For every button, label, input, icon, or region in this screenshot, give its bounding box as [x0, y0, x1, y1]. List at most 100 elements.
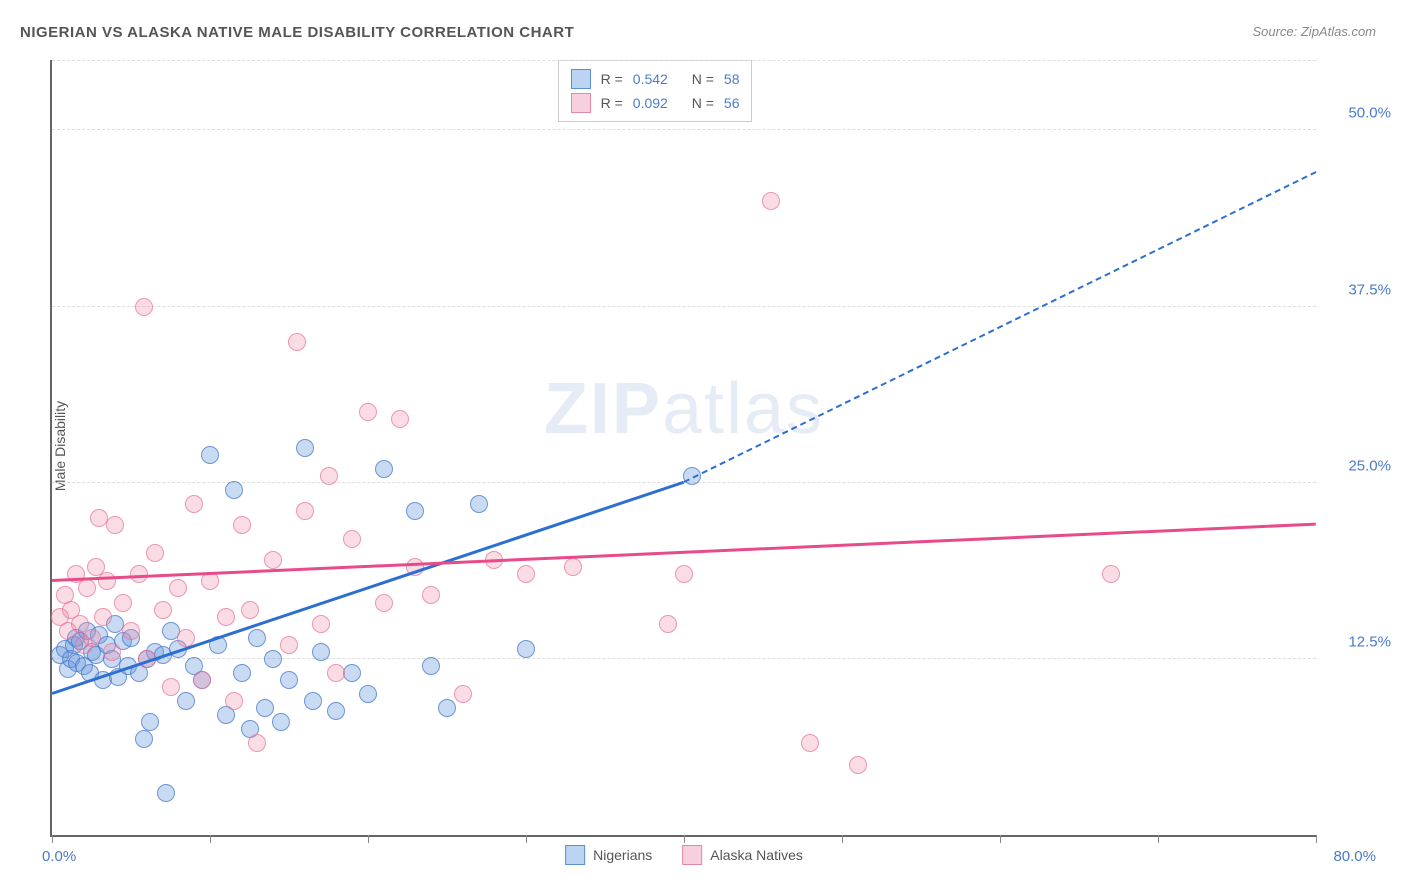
scatter-point	[659, 615, 677, 633]
scatter-point	[122, 622, 140, 640]
r-value-nigerians: 0.542	[633, 71, 668, 87]
scatter-point	[564, 558, 582, 576]
stats-row-alaska: R = 0.092 N = 56	[571, 91, 740, 115]
x-tick	[842, 835, 843, 843]
x-tick	[368, 835, 369, 843]
scatter-point	[141, 713, 159, 731]
scatter-point	[201, 572, 219, 590]
r-label: R =	[601, 95, 623, 111]
x-tick	[684, 835, 685, 843]
r-label: R =	[601, 71, 623, 87]
scatter-point	[801, 734, 819, 752]
legend-label: Alaska Natives	[710, 847, 803, 863]
y-tick-label: 25.0%	[1348, 457, 1391, 474]
scatter-point	[225, 481, 243, 499]
scatter-chart: ZIPatlas R = 0.542 N = 58 R = 0.092 N = …	[50, 60, 1316, 837]
x-tick	[210, 835, 211, 843]
gridline-h	[52, 306, 1316, 307]
scatter-point	[94, 608, 112, 626]
scatter-point	[248, 734, 266, 752]
series-legend: Nigerians Alaska Natives	[565, 845, 803, 865]
scatter-point	[103, 643, 121, 661]
scatter-point	[304, 692, 322, 710]
watermark: ZIPatlas	[544, 368, 824, 450]
scatter-point	[375, 460, 393, 478]
scatter-point	[280, 671, 298, 689]
scatter-point	[154, 601, 172, 619]
scatter-point	[517, 565, 535, 583]
scatter-point	[327, 664, 345, 682]
legend-item-alaska: Alaska Natives	[682, 845, 803, 865]
trend-line	[684, 171, 1317, 483]
y-tick-label: 37.5%	[1348, 281, 1391, 298]
scatter-point	[296, 439, 314, 457]
scatter-point	[849, 756, 867, 774]
scatter-point	[135, 298, 153, 316]
scatter-point	[264, 650, 282, 668]
scatter-point	[470, 495, 488, 513]
scatter-point	[248, 629, 266, 647]
scatter-point	[762, 192, 780, 210]
n-label: N =	[692, 95, 714, 111]
n-value-alaska: 56	[724, 95, 740, 111]
x-axis-max-label: 80.0%	[1333, 848, 1376, 865]
scatter-point	[272, 713, 290, 731]
scatter-point	[320, 467, 338, 485]
scatter-point	[312, 643, 330, 661]
source-attribution: Source: ZipAtlas.com	[1252, 24, 1376, 39]
swatch-pink-icon	[571, 93, 591, 113]
correlation-stats-box: R = 0.542 N = 58 R = 0.092 N = 56	[558, 60, 753, 122]
scatter-point	[343, 530, 361, 548]
scatter-point	[162, 678, 180, 696]
scatter-point	[438, 699, 456, 717]
scatter-point	[312, 615, 330, 633]
x-axis-min-label: 0.0%	[42, 848, 76, 865]
scatter-point	[241, 601, 259, 619]
scatter-point	[422, 586, 440, 604]
x-tick	[1316, 835, 1317, 843]
x-tick	[52, 835, 53, 843]
scatter-point	[83, 629, 101, 647]
scatter-point	[177, 692, 195, 710]
scatter-point	[1102, 565, 1120, 583]
swatch-pink-icon	[682, 845, 702, 865]
gridline-h	[52, 129, 1316, 130]
x-tick	[1158, 835, 1159, 843]
chart-title: NIGERIAN VS ALASKA NATIVE MALE DISABILIT…	[20, 24, 574, 41]
scatter-point	[406, 502, 424, 520]
scatter-point	[193, 671, 211, 689]
scatter-point	[264, 551, 282, 569]
x-tick	[1000, 835, 1001, 843]
scatter-point	[217, 608, 235, 626]
scatter-point	[233, 516, 251, 534]
scatter-point	[225, 692, 243, 710]
scatter-point	[78, 579, 96, 597]
scatter-point	[169, 579, 187, 597]
swatch-blue-icon	[565, 845, 585, 865]
gridline-h	[52, 658, 1316, 659]
scatter-point	[517, 640, 535, 658]
legend-item-nigerians: Nigerians	[565, 845, 652, 865]
scatter-point	[106, 516, 124, 534]
scatter-point	[146, 544, 164, 562]
scatter-point	[98, 572, 116, 590]
scatter-point	[675, 565, 693, 583]
scatter-point	[359, 685, 377, 703]
y-tick-label: 12.5%	[1348, 633, 1391, 650]
scatter-point	[359, 403, 377, 421]
scatter-point	[280, 636, 298, 654]
swatch-blue-icon	[571, 69, 591, 89]
stats-row-nigerians: R = 0.542 N = 58	[571, 67, 740, 91]
scatter-point	[256, 699, 274, 717]
scatter-point	[135, 730, 153, 748]
scatter-point	[201, 446, 219, 464]
scatter-point	[391, 410, 409, 428]
scatter-point	[233, 664, 251, 682]
r-value-alaska: 0.092	[633, 95, 668, 111]
scatter-point	[327, 702, 345, 720]
scatter-point	[157, 784, 175, 802]
n-value-nigerians: 58	[724, 71, 740, 87]
scatter-point	[296, 502, 314, 520]
scatter-point	[288, 333, 306, 351]
x-tick	[526, 835, 527, 843]
